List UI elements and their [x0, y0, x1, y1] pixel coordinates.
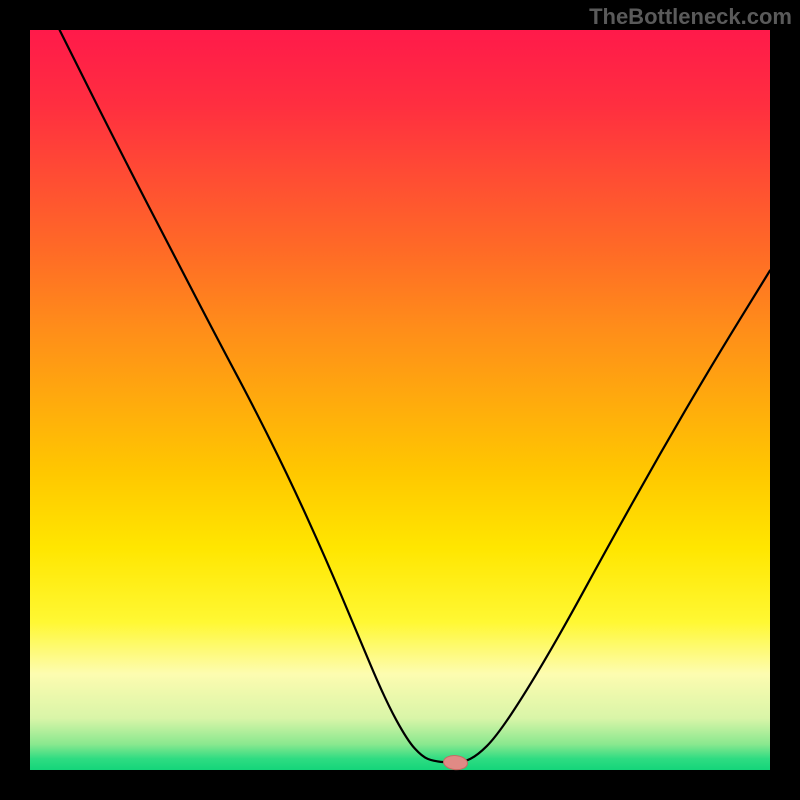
bottleneck-chart	[0, 0, 800, 800]
plot-background	[30, 30, 770, 770]
chart-container: TheBottleneck.com	[0, 0, 800, 800]
watermark-text: TheBottleneck.com	[589, 4, 792, 30]
